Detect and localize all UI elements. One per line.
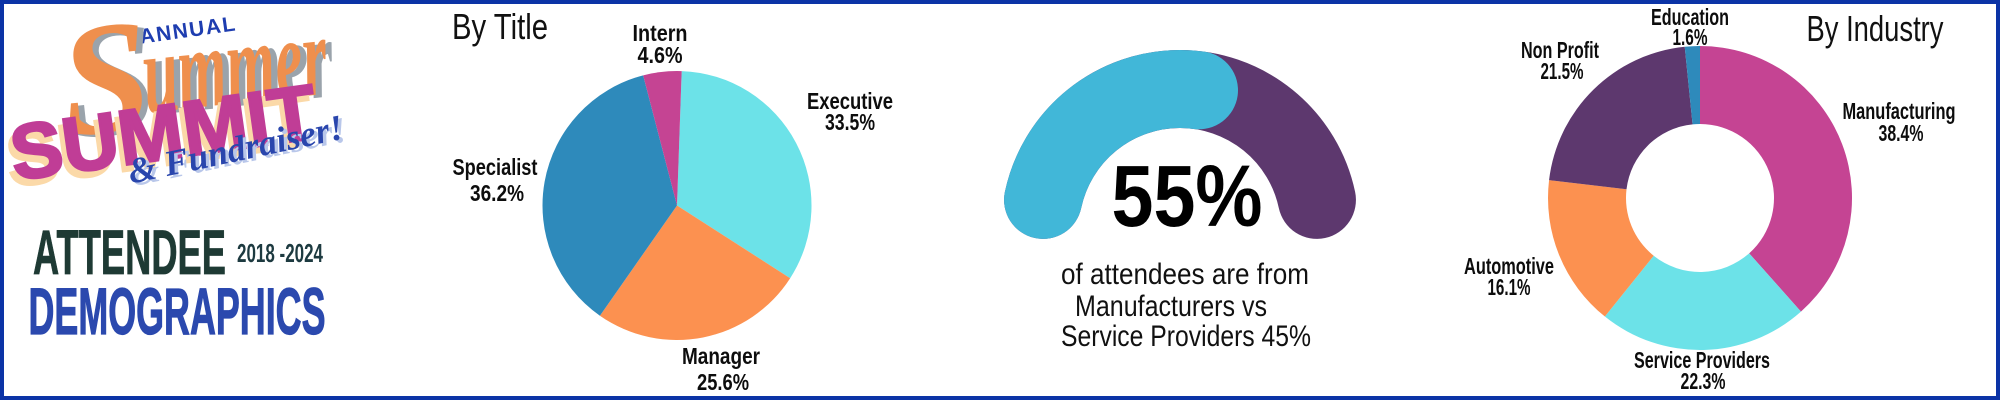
- svg-text:Specialist: Specialist: [453, 154, 538, 180]
- svg-text:2018 -2024: 2018 -2024: [237, 238, 323, 268]
- svg-text:21.5%: 21.5%: [1541, 58, 1584, 84]
- svg-text:ATTENDEE: ATTENDEE: [33, 218, 226, 288]
- svg-text:Automotive: Automotive: [1464, 253, 1554, 279]
- svg-text:DEMOGRAPHICS: DEMOGRAPHICS: [29, 274, 326, 348]
- svg-text:4.6%: 4.6%: [638, 42, 683, 68]
- svg-text:55%: 55%: [1112, 148, 1263, 245]
- svg-text:S: S: [58, 0, 165, 173]
- svg-text:16.1%: 16.1%: [1488, 274, 1531, 300]
- svg-text:Non Profit: Non Profit: [1521, 37, 1599, 63]
- svg-text:22.3%: 22.3%: [1681, 368, 1726, 394]
- svg-text:Education: Education: [1651, 4, 1729, 30]
- svg-text:25.6%: 25.6%: [697, 369, 749, 395]
- svg-text:Manufacturing: Manufacturing: [1843, 98, 1956, 124]
- svg-text:Service Providers 45%: Service Providers 45%: [1061, 320, 1311, 353]
- svg-text:SUMMIT: SUMMIT: [1, 74, 318, 204]
- svg-text:of attendees are from: of attendees are from: [1061, 258, 1309, 291]
- svg-text:Manager: Manager: [682, 343, 760, 369]
- svg-text:36.2%: 36.2%: [470, 180, 524, 206]
- svg-text:By Industry: By Industry: [1807, 8, 1944, 49]
- svg-text:1.6%: 1.6%: [1673, 24, 1708, 50]
- svg-text:Intern: Intern: [633, 20, 688, 46]
- svg-text:Executive: Executive: [807, 88, 893, 114]
- svg-text:38.4%: 38.4%: [1879, 120, 1924, 146]
- svg-text:By Title: By Title: [452, 6, 548, 47]
- svg-text:Manufacturers vs: Manufacturers vs: [1075, 290, 1267, 323]
- svg-text:ummer: ummer: [142, 0, 340, 140]
- svg-text:ummer: ummer: [136, 0, 334, 138]
- svg-text:33.5%: 33.5%: [825, 109, 875, 135]
- svg-text:Service Providers: Service Providers: [1634, 347, 1770, 373]
- svg-text:S: S: [52, 0, 159, 171]
